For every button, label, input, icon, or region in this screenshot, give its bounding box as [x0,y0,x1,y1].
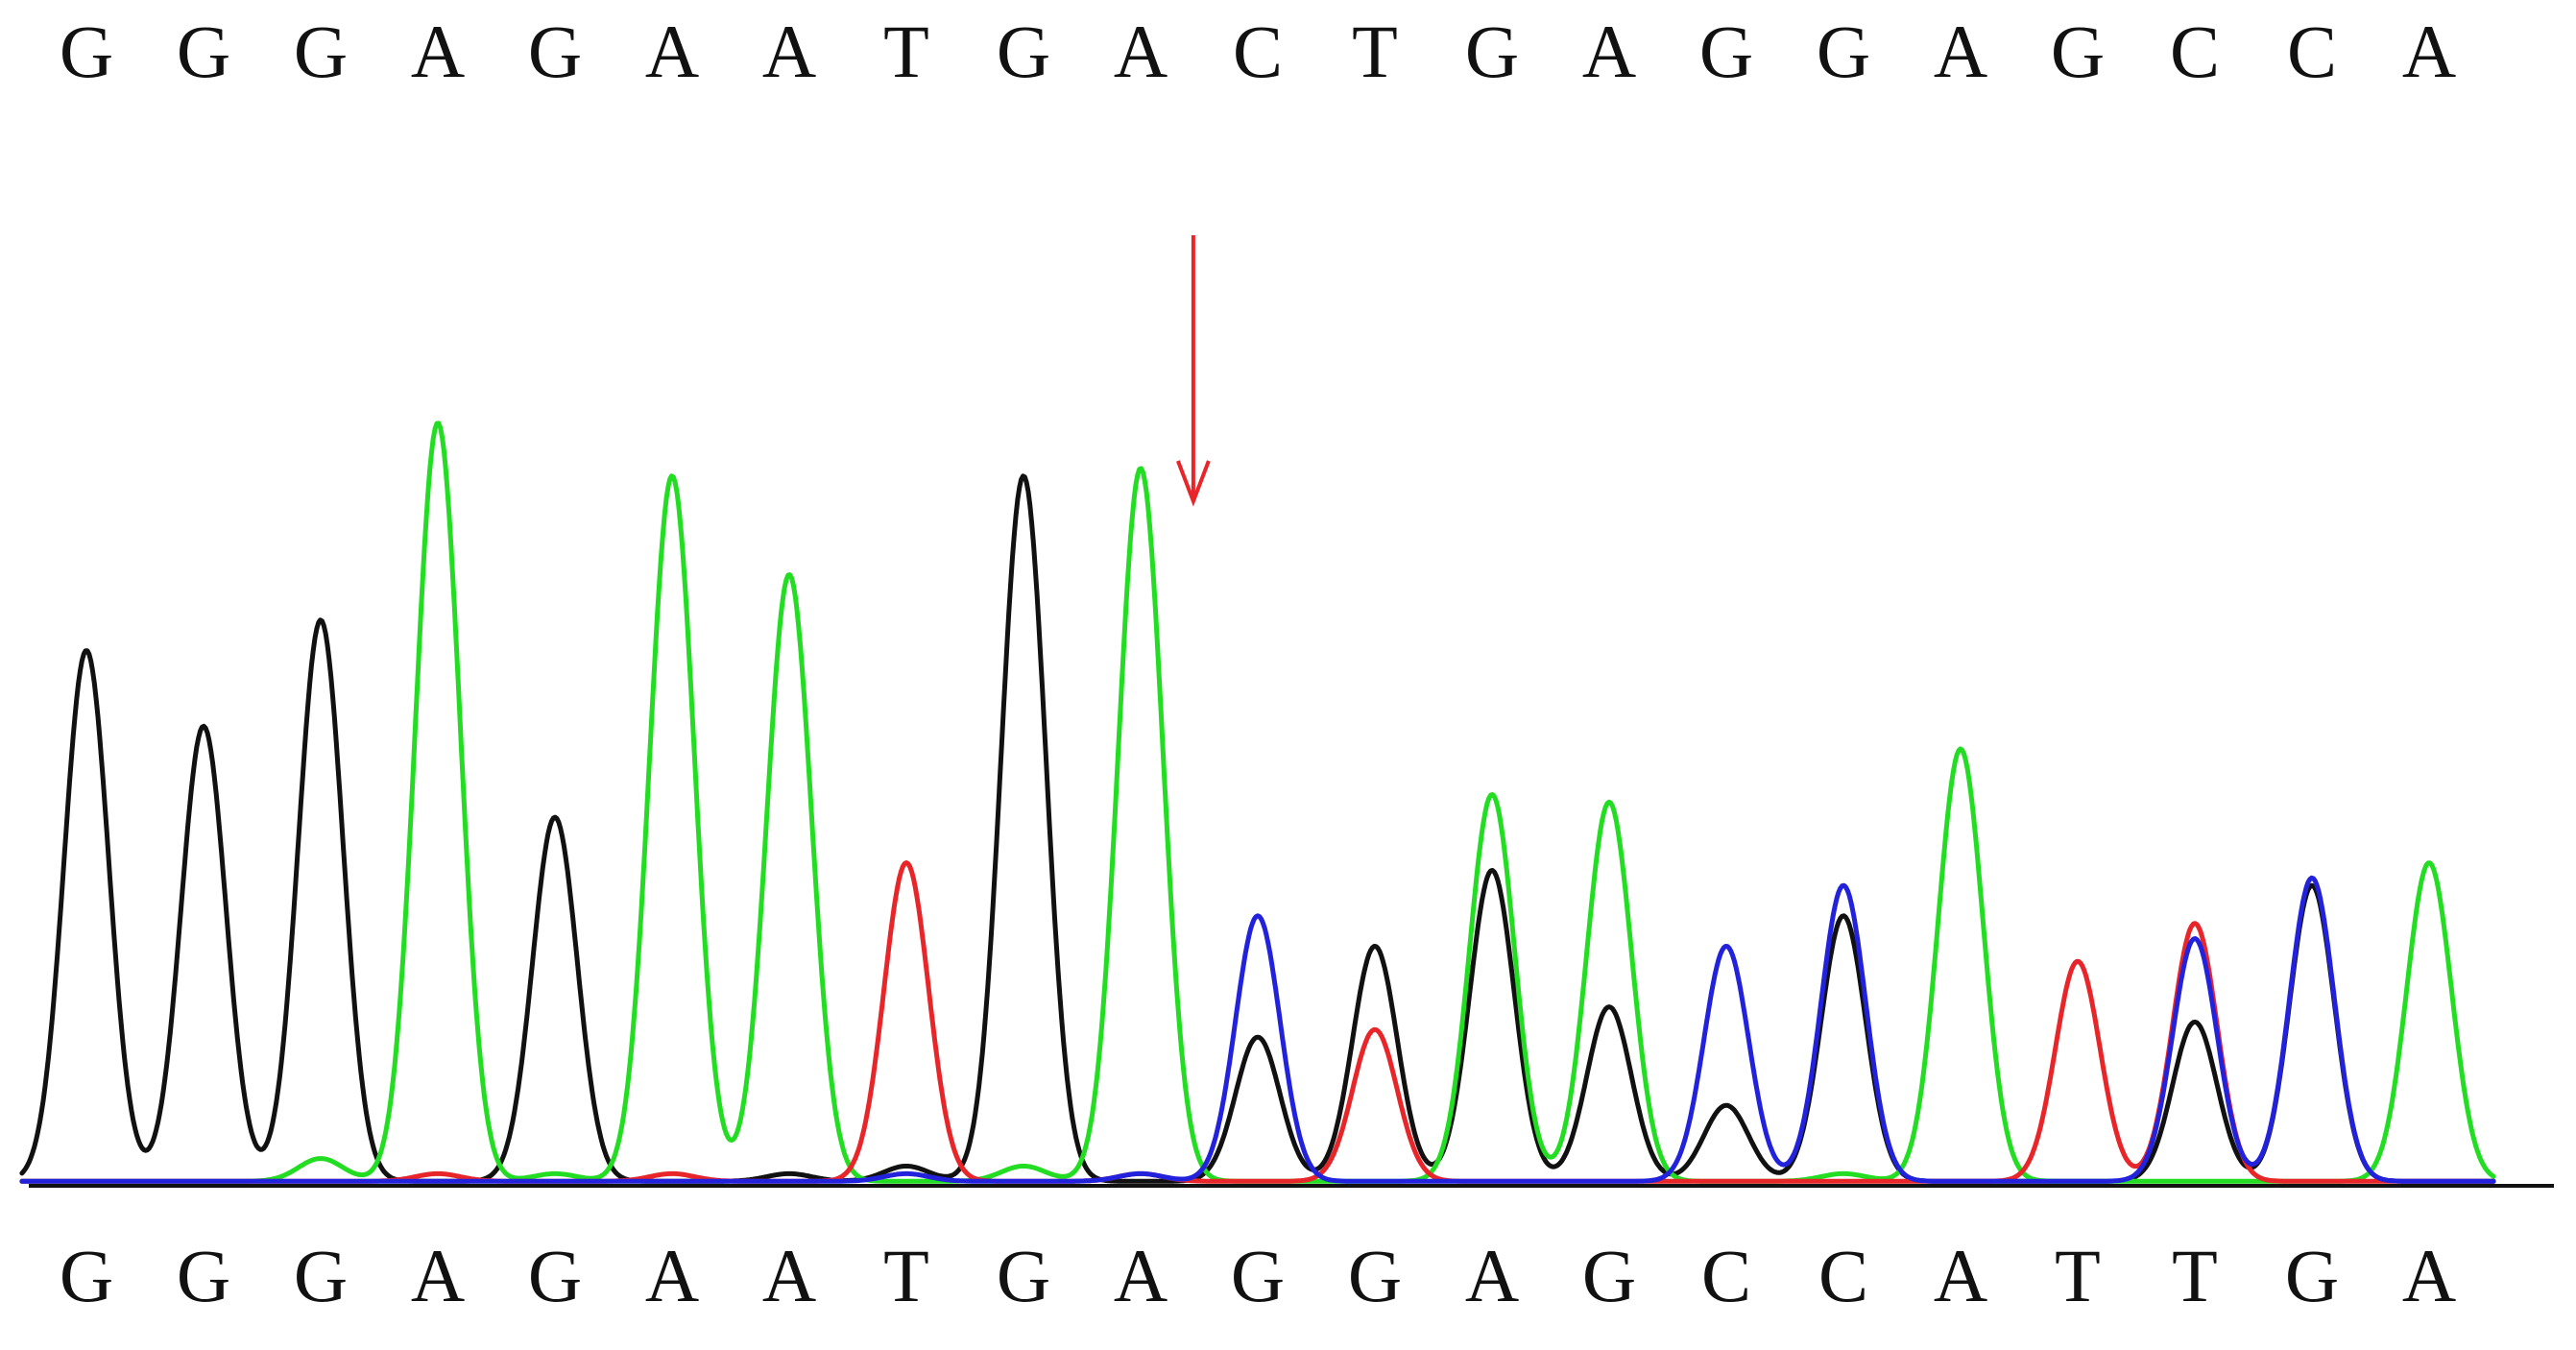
top-base-5: G [528,10,582,93]
bottom-base-5: G [528,1234,582,1317]
bottom-base-19: T [2172,1234,2218,1317]
top-base-16: G [1817,10,1870,93]
bottom-base-16: C [1818,1234,1868,1317]
bottom-base-15: C [1701,1234,1751,1317]
bottom-base-12: G [1348,1234,1402,1317]
top-base-17: A [1934,10,1987,93]
top-base-21: A [2402,10,2456,93]
bottom-base-14: G [1582,1234,1636,1317]
top-base-19: C [2170,10,2220,93]
mutation-marker [1176,235,1211,507]
bottom-base-11: G [1231,1234,1285,1317]
bottom-base-3: G [294,1234,348,1317]
bottom-base-20: G [2285,1234,2339,1317]
bottom-base-8: T [883,1234,929,1317]
top-base-14: A [1582,10,1636,93]
top-base-11: C [1233,10,1283,93]
chromatogram-traces [19,421,2496,1184]
bottom-base-10: A [1114,1234,1168,1317]
top-base-2: G [177,10,230,93]
bottom-base-2: G [177,1234,230,1317]
bottom-base-9: G [997,1234,1050,1317]
top-base-12: T [1352,10,1398,93]
top-base-1: G [60,10,113,93]
bottom-base-1: G [60,1234,113,1317]
bottom-base-17: A [1934,1234,1987,1317]
bottom-base-21: A [2402,1234,2456,1317]
top-base-13: G [1465,10,1519,93]
top-base-4: A [411,10,465,93]
bottom-base-7: A [762,1234,816,1317]
top-base-15: G [1699,10,1753,93]
bottom-base-13: A [1465,1234,1519,1317]
trace-C [19,875,2496,1184]
trace-A [19,421,2496,1184]
trace-T [19,860,2496,1184]
top-base-7: A [762,10,816,93]
top-base-10: A [1114,10,1168,93]
top-base-20: C [2287,10,2337,93]
bottom-base-18: T [2055,1234,2101,1317]
top-base-18: G [2051,10,2105,93]
bottom-base-4: A [411,1234,465,1317]
bottom-base-6: A [645,1234,699,1317]
top-base-3: G [294,10,348,93]
top-base-8: T [883,10,929,93]
marker-head [1176,460,1211,507]
top-base-9: G [997,10,1050,93]
top-base-6: A [645,10,699,93]
